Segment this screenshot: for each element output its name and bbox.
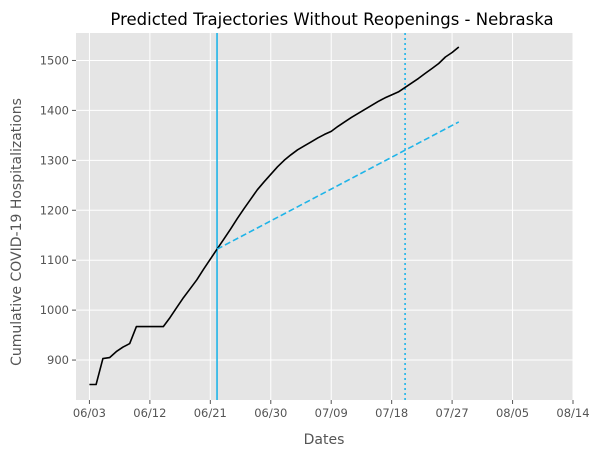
x-tick-label: 07/18: [375, 406, 408, 420]
chart-title: Predicted Trajectories Without Reopening…: [110, 10, 553, 29]
y-tick-label: 1500: [40, 53, 69, 67]
x-tick-label: 08/05: [496, 406, 529, 420]
y-axis-label: Cumulative COVID-19 Hospitalizations: [9, 98, 25, 366]
plot-area: [76, 33, 573, 400]
y-tick-label: 900: [47, 353, 69, 367]
vertical-markers: [216, 33, 406, 400]
y-tick-label: 1300: [40, 153, 69, 167]
x-tick-label: 07/09: [315, 406, 348, 420]
x-tick-label: 06/03: [73, 406, 106, 420]
y-tick-label: 1000: [40, 303, 69, 317]
x-tick-label: 08/14: [556, 406, 589, 420]
x-axis-label: Dates: [304, 432, 345, 448]
x-axis-ticks: 06/03 06/12 06/21 06/30 07/09 07/18 07/27 08/05…: [73, 400, 590, 420]
y-tick-label: 1200: [40, 203, 69, 217]
x-tick-label: 07/27: [436, 406, 469, 420]
x-tick-label: 06/21: [194, 406, 227, 420]
y-tick-label: 1400: [40, 103, 69, 117]
x-tick-label: 06/12: [133, 406, 166, 420]
x-tick-label: 06/30: [254, 406, 287, 420]
series-lines: [89, 46, 460, 386]
actual-series-line: [89, 46, 460, 386]
y-tick-label: 1100: [40, 253, 69, 267]
y-axis-ticks: 900 1000 1100 1200 1300 1400 1500: [40, 53, 76, 367]
predicted-series-line: [216, 121, 460, 250]
